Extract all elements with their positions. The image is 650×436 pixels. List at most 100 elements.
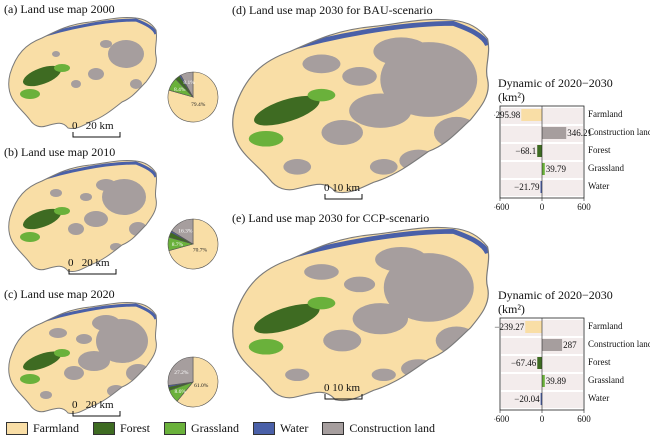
panel-d-map bbox=[231, 18, 490, 194]
panel-e-scalebar: 0 10 km bbox=[324, 382, 364, 400]
bar-grassland bbox=[542, 163, 545, 175]
map-legend: Farmland Forest Grassland Water Construc… bbox=[6, 421, 449, 436]
dyn-title-text: Dynamic of 2020−2030 bbox=[498, 288, 613, 302]
x-tick-label: 0 bbox=[540, 202, 545, 212]
legend-label: Construction land bbox=[349, 421, 436, 435]
pie-label-grassland: 8.6% bbox=[175, 389, 187, 395]
dyn-unit-text: (km²) bbox=[498, 302, 525, 316]
bar-farmland bbox=[525, 321, 542, 333]
bar-construction bbox=[542, 339, 563, 351]
pie-label-farmland: 70.7% bbox=[193, 247, 208, 253]
category-label: Farmland bbox=[588, 321, 623, 331]
panel-c-map bbox=[8, 301, 158, 415]
bar-value-label: −20.04 bbox=[514, 394, 540, 404]
water-swatch bbox=[253, 422, 275, 435]
panel-a-title: (a) Land use map 2000 bbox=[4, 2, 115, 16]
panel-a-map bbox=[8, 16, 158, 130]
dyn-unit-text: (km²) bbox=[498, 90, 525, 104]
bar-water bbox=[540, 393, 543, 405]
category-label: Construction land bbox=[588, 127, 650, 137]
construction-areas bbox=[50, 179, 147, 251]
dyn-chart-1-title: Dynamic of 2020−2030 (km²) bbox=[498, 76, 613, 104]
pie-slice-construction bbox=[167, 356, 194, 386]
scale-label: 0 20 km bbox=[72, 120, 114, 132]
bar-value-label: 39.89 bbox=[546, 376, 567, 386]
scale-label: 0 10 km bbox=[324, 382, 361, 394]
category-label: Forest bbox=[588, 145, 611, 155]
legend-label: Grassland bbox=[191, 421, 239, 435]
river bbox=[279, 229, 489, 262]
forest-swatch bbox=[93, 422, 115, 435]
scale-label: 0 10 km bbox=[324, 182, 361, 194]
panel-c-pie: 61.0% 8.6% 27.2% bbox=[167, 356, 219, 408]
construction-swatch bbox=[322, 422, 345, 435]
panel-c-scalebar: 0 20 km bbox=[72, 399, 122, 417]
x-tick-label: −600 bbox=[494, 202, 510, 212]
legend-item-forest: Forest bbox=[93, 421, 150, 436]
panel-a-scalebar: 0 20 km bbox=[72, 120, 122, 138]
farmland-swatch bbox=[6, 422, 28, 435]
panel-a-pie: 79.4% 8.4%8.1% bbox=[167, 71, 219, 123]
pie-label-construction: 27.2% bbox=[174, 370, 189, 376]
legend-item-grassland: Grassland bbox=[164, 421, 239, 436]
legend-label: Farmland bbox=[33, 421, 79, 435]
x-tick-label: −600 bbox=[494, 414, 510, 424]
river bbox=[35, 303, 157, 325]
panel-c-title: (c) Land use map 2020 bbox=[4, 287, 115, 301]
pie-label-grassland: 8.7% bbox=[172, 242, 184, 248]
scale-label: 0 20 km bbox=[68, 257, 110, 269]
pie-label-farmland: 61.0% bbox=[194, 383, 209, 389]
bar-construction bbox=[542, 127, 567, 139]
dyn-title-text: Dynamic of 2020−2030 bbox=[498, 76, 613, 90]
bar-forest bbox=[537, 357, 542, 369]
pie-label-grassland: 8.4% bbox=[174, 87, 186, 93]
bar-forest bbox=[537, 145, 542, 157]
bar-value-label: −68.1 bbox=[515, 146, 536, 156]
bar-grassland bbox=[542, 375, 545, 387]
pie-slice-construction bbox=[180, 71, 194, 99]
bar-value-label: 346.21 bbox=[567, 128, 592, 138]
category-label: Grassland bbox=[588, 375, 624, 385]
category-label: Water bbox=[588, 393, 609, 403]
x-tick-label: 0 bbox=[540, 414, 545, 424]
category-label: Water bbox=[588, 181, 609, 191]
scale-label: 0 20 km bbox=[72, 399, 114, 411]
scale-line bbox=[72, 132, 121, 138]
pie-label-construction: 8.1% bbox=[183, 80, 195, 86]
bar-farmland bbox=[521, 109, 542, 121]
bar-value-label: −239.27 bbox=[494, 322, 524, 332]
category-label: Grassland bbox=[588, 163, 624, 173]
legend-item-water: Water bbox=[253, 421, 308, 436]
legend-item-farmland: Farmland bbox=[6, 421, 79, 436]
bar-value-label: 39.79 bbox=[546, 164, 567, 174]
panel-d-scalebar: 0 10 km bbox=[324, 182, 364, 200]
pie-slice-farmland bbox=[176, 356, 219, 408]
category-label: Farmland bbox=[588, 109, 623, 119]
x-tick-label: 600 bbox=[577, 414, 591, 424]
panel-b-map bbox=[8, 159, 158, 273]
forest-areas bbox=[248, 88, 336, 147]
forest-areas bbox=[248, 296, 336, 355]
bar-water bbox=[540, 181, 542, 193]
panel-e-map bbox=[231, 226, 490, 402]
forest-areas bbox=[20, 64, 70, 99]
panel-d-title: (d) Land use map 2030 for BAU-scenario bbox=[232, 3, 433, 17]
pie-label-farmland: 79.4% bbox=[191, 102, 206, 108]
panel-b-title: (b) Land use map 2010 bbox=[4, 145, 116, 159]
bar-value-label: −21.79 bbox=[514, 182, 540, 192]
legend-item-construction: Construction land bbox=[322, 421, 435, 436]
scale-line bbox=[68, 269, 117, 275]
scale-line bbox=[324, 394, 363, 400]
legend-label: Water bbox=[280, 421, 309, 435]
category-label: Construction land bbox=[588, 339, 650, 349]
scale-line bbox=[324, 194, 363, 200]
bar-value-label: −67.46 bbox=[511, 358, 537, 368]
pie-label-construction: 16.3% bbox=[178, 228, 193, 234]
scale-line bbox=[72, 411, 121, 417]
bar-value-label: 287 bbox=[563, 340, 577, 350]
river bbox=[35, 161, 157, 183]
dyn-chart-2-title: Dynamic of 2020−2030 (km²) bbox=[498, 288, 613, 316]
bar-value-label: −295.98 bbox=[494, 110, 521, 120]
river bbox=[279, 21, 489, 54]
